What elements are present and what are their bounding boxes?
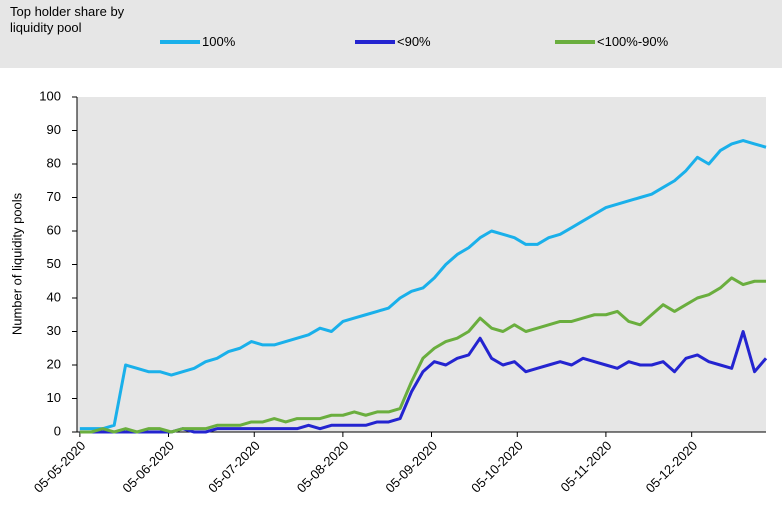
y-tick-label: 20 [47,356,61,371]
y-axis-label: Number of liquidity pools [9,192,24,335]
legend-label: 100% [202,34,236,49]
legend-entry: <100%-90% [555,34,668,49]
x-tick-label: 05-11-2020 [557,438,614,495]
y-tick-label: 10 [47,390,61,405]
legend-title: Top holder share by liquidity pool [10,4,125,35]
y-tick-label: 50 [47,256,61,271]
y-tick-label: 90 [47,122,61,137]
legend-label: <90% [397,34,431,49]
plot-background [77,97,766,432]
series-line [79,330,768,434]
x-tick-label: 05-10-2020 [468,438,526,496]
y-tick-label: 100 [39,88,61,103]
y-tick-label: 70 [47,189,61,204]
x-tick-label: 05-05-2020 [31,438,89,496]
series-line [79,276,766,434]
x-tick-label: 05-09-2020 [382,438,440,496]
y-tick-label: 40 [47,289,61,304]
y-tick-label: 0 [54,423,61,438]
y-tick-label: 30 [47,323,61,338]
legend-entry: <90% [355,34,431,49]
legend-swatch [555,39,595,44]
legend-swatch [160,39,200,44]
y-tick-label: 80 [47,155,61,170]
x-tick-label: 05-12-2020 [643,438,701,496]
x-tick-label: 05-08-2020 [294,438,352,496]
x-tick-label: 05-07-2020 [205,438,263,496]
legend-swatch [355,39,395,44]
legend-entry: 100% [160,34,235,49]
series-line [79,139,767,431]
legend-label: <100%-90% [597,34,669,49]
legend: Top holder share by liquidity pool 100% <… [0,0,782,68]
y-tick-label: 60 [47,222,61,237]
x-tick-label: 05-06-2020 [119,438,177,496]
